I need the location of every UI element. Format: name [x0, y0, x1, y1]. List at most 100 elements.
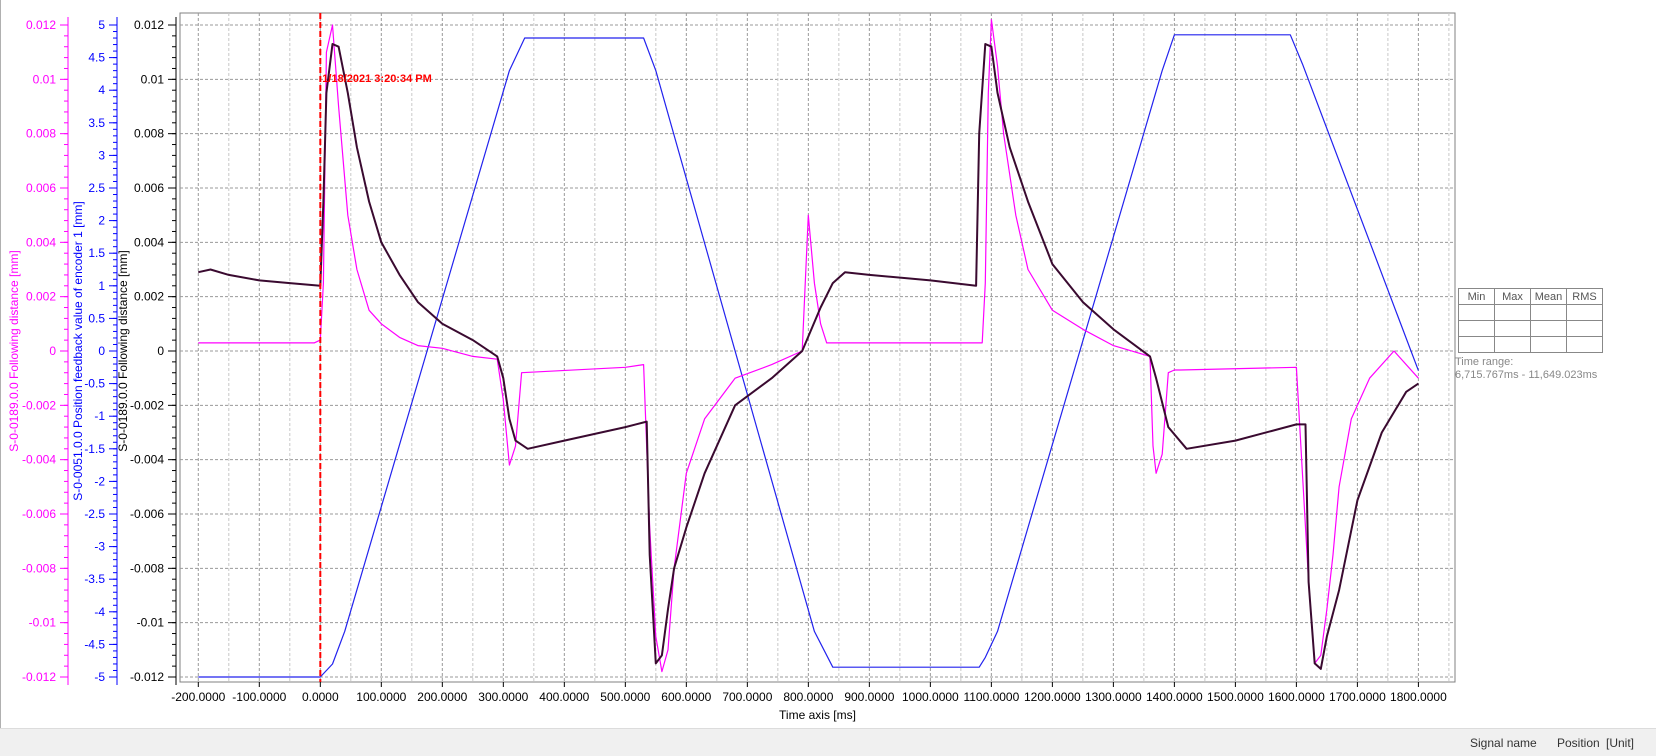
y-tick-label: -3	[94, 540, 105, 554]
stats-header-max: Max	[1494, 288, 1531, 305]
time-range-info: Time range: 6,715.767ms - 11,649.023ms	[1455, 356, 1597, 382]
x-tick-label: 900.0000	[844, 690, 894, 704]
signal-name-header[interactable]: Signal name	[1470, 736, 1537, 750]
time-range-value: 6,715.767ms - 11,649.023ms	[1455, 369, 1598, 381]
y-tick-label: 0.012	[134, 18, 164, 32]
following-distance-dark-series	[198, 43, 1419, 670]
y-tick-label: -0.002	[22, 398, 56, 412]
y-tick-label: 0.01	[33, 72, 57, 86]
statistics-table: Min Max Mean RMS	[1458, 288, 1603, 353]
y-tick-label: -0.004	[22, 453, 56, 467]
y-tick-label: 0.008	[26, 127, 56, 141]
x-tick-label: 700.0000	[722, 690, 772, 704]
y-tick-label: 4.5	[88, 51, 105, 65]
cursor-label: 1/18/2021 3:20:34 PM	[322, 73, 431, 85]
x-tick-label: 0.0000	[302, 690, 339, 704]
y-tick-label: -0.5	[84, 377, 105, 391]
y-tick-label: 0	[157, 344, 164, 358]
y-tick-label: -4	[94, 605, 105, 619]
x-tick-label: -100.0000	[232, 690, 286, 704]
x-tick-label: 1800.0000	[1390, 690, 1447, 704]
x-tick-label: 1300.0000	[1085, 690, 1142, 704]
y-tick-label: 1	[98, 279, 105, 293]
statistics-row	[1458, 320, 1603, 337]
y-tick-label: 0.004	[134, 235, 164, 249]
plot-area	[179, 12, 1456, 683]
y-tick-label: 0.004	[26, 235, 56, 249]
y-tick-label: -2.5	[84, 507, 105, 521]
statistics-row	[1458, 336, 1603, 353]
y-tick-label: 0.5	[88, 311, 105, 325]
status-bar: Signal name Position [Unit]	[0, 728, 1656, 756]
x-tick-label: 1600.0000	[1268, 690, 1325, 704]
x-tick-label: 600.0000	[661, 690, 711, 704]
y-tick-label: 0.006	[26, 181, 56, 195]
time-range-label: Time range:	[1455, 356, 1514, 368]
y-tick-label: -0.008	[22, 561, 56, 575]
y-tick-label: 0.012	[26, 18, 56, 32]
y-tick-label: 0.002	[134, 290, 164, 304]
y-tick-label: -0.006	[22, 507, 56, 521]
x-tick-label: 1100.0000	[963, 690, 1019, 704]
x-tick-label: 400.0000	[539, 690, 589, 704]
y-tick-label: 4	[98, 83, 105, 97]
y-tick-label: 3.5	[88, 116, 105, 130]
y-tick-label: -0.002	[130, 398, 164, 412]
y-tick-label: -0.012	[130, 670, 164, 684]
y-tick-label: -0.004	[130, 453, 164, 467]
y-tick-label: -0.01	[29, 616, 57, 630]
y-axis-3: -0.012 -0.01 -0.008 -0.006 -0.004 -0.002 0 0.00…	[116, 17, 177, 685]
y-tick-label: -0.01	[137, 616, 165, 630]
time-cursor: 1/18/2021 3:20:34 PM	[319, 13, 432, 682]
y-tick-label: 0	[98, 344, 105, 358]
y-axis-title: S-0-0189.0.0 Following distance [mm]	[116, 250, 130, 451]
x-tick-label: 300.0000	[478, 690, 528, 704]
y-tick-label: -5	[94, 670, 105, 684]
x-tick-label: 1500.0000	[1207, 690, 1264, 704]
grid-lines	[180, 13, 1455, 682]
y-axis-title: S-0-0051.0.0 Position feedback value of …	[71, 201, 85, 501]
x-tick-label: 1200.0000	[1024, 690, 1081, 704]
x-tick-label: 200.0000	[417, 690, 467, 704]
position-header[interactable]: Position	[1557, 736, 1600, 750]
position-feedback-series	[198, 34, 1419, 678]
statistics-header-row: Min Max Mean RMS	[1458, 288, 1603, 305]
y-tick-label: 1.5	[88, 246, 105, 260]
statistics-row	[1458, 304, 1603, 321]
y-axis-title: S-0-0189.0.0 Following distance [mm]	[7, 250, 21, 451]
x-tick-label: 100.0000	[356, 690, 406, 704]
unit-header[interactable]: [Unit]	[1606, 736, 1635, 750]
x-tick-label: -200.0000	[171, 690, 225, 704]
y-tick-label: -2	[94, 474, 105, 488]
y-axis-2: -5 -4.5 -4 -3.5 -3 -2.5 -2 -1.5 -1 -0.5 0 0.5 1 1.5 2 2…	[71, 17, 118, 685]
x-axis-title: Time axis [ms]	[779, 708, 856, 722]
stats-header-mean: Mean	[1530, 288, 1567, 305]
x-tick-label: 1400.0000	[1146, 690, 1203, 704]
stats-header-min: Min	[1458, 288, 1495, 305]
y-tick-label: 2	[98, 214, 105, 228]
y-tick-label: -0.012	[22, 670, 56, 684]
y-tick-label: -0.008	[130, 561, 164, 575]
x-axis: -200.0000 -100.0000 0.0000 100.0000 200.0000…	[171, 681, 1455, 722]
y-tick-label: 0.002	[26, 290, 56, 304]
y-tick-label: -1	[94, 409, 105, 423]
y-tick-label: -3.5	[84, 572, 105, 586]
y-tick-label: -1.5	[84, 442, 105, 456]
y-tick-label: -0.006	[130, 507, 164, 521]
x-tick-label: 500.0000	[600, 690, 650, 704]
x-tick-label: 800.0000	[783, 690, 833, 704]
y-tick-label: 2.5	[88, 181, 105, 195]
y-axis-1: -0.012 -0.01 -0.008 -0.006 -0.004 -0.002 0 0.00…	[7, 17, 69, 685]
y-tick-label: 0.008	[134, 127, 164, 141]
following-distance-magenta-series	[198, 19, 1419, 673]
y-tick-label: 0.006	[134, 181, 164, 195]
y-tick-label: 0.01	[141, 72, 165, 86]
y-tick-label: 3	[98, 148, 105, 162]
x-tick-label: 1000.0000	[902, 690, 959, 704]
y-tick-label: -4.5	[84, 637, 105, 651]
y-tick-label: 0	[49, 344, 56, 358]
line-chart: -0.012-0.01-0.008-0.006-0.004-0.00200.00…	[7, 12, 1456, 722]
x-tick-label: 1700.0000	[1329, 690, 1386, 704]
window-left-border	[0, 0, 1, 728]
y-tick-label: 5	[98, 18, 105, 32]
